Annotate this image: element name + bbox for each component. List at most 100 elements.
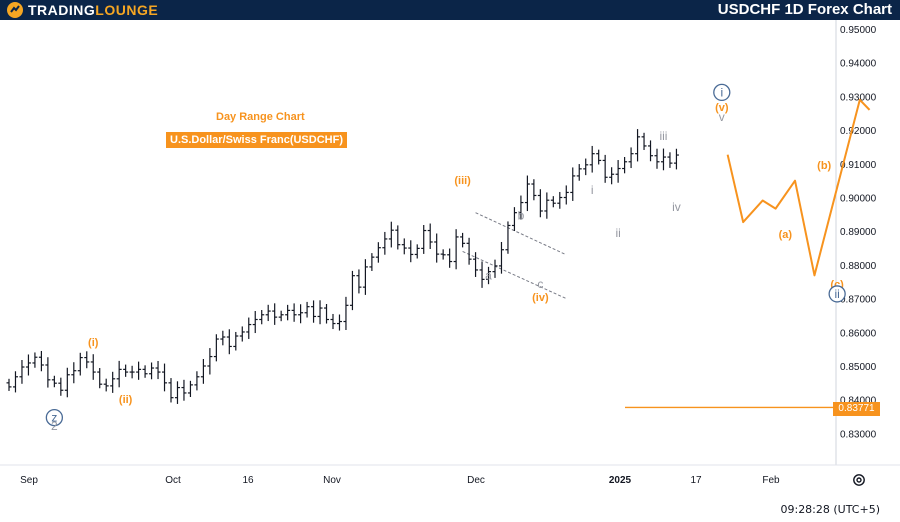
price-bar xyxy=(654,148,660,169)
price-chart[interactable]: 0.95000 0.94000 0.93000 0.92000 0.91000 0.900… xyxy=(0,20,900,522)
price-bar xyxy=(369,253,375,271)
x-tick-label: 17 xyxy=(690,475,702,486)
price-bar xyxy=(596,149,602,165)
price-bar xyxy=(622,156,628,174)
y-tick-label: 0.93000 xyxy=(840,92,877,103)
price-bar xyxy=(531,179,537,201)
wave-label-circle xyxy=(828,285,846,303)
price-bar xyxy=(518,195,524,220)
price-bar xyxy=(220,330,226,346)
price-bar xyxy=(272,303,278,325)
price-bar xyxy=(460,232,466,248)
price-bar xyxy=(628,147,634,169)
price-bar xyxy=(524,175,530,212)
price-bar xyxy=(77,352,83,376)
price-bar xyxy=(6,378,12,391)
y-tick-label: 0.84000 xyxy=(840,396,877,407)
price-bar xyxy=(233,331,239,351)
price-bar xyxy=(609,167,615,185)
tradinglounge-logo-icon xyxy=(7,2,23,18)
wave-label: a xyxy=(485,268,492,282)
price-bar xyxy=(447,248,453,268)
price-bar xyxy=(479,261,485,288)
price-bar xyxy=(388,221,394,248)
y-tick-label: 0.87000 xyxy=(840,295,877,306)
wave-label: ii xyxy=(834,287,839,301)
price-bar xyxy=(557,191,563,209)
wave-label: (iii) xyxy=(454,175,471,187)
wave-label: (iv) xyxy=(532,292,549,304)
x-tick-label: Nov xyxy=(323,475,341,486)
price-bar xyxy=(343,296,349,331)
price-bar xyxy=(64,367,70,398)
price-bar xyxy=(401,238,407,255)
price-bar xyxy=(278,310,284,322)
price-bar xyxy=(466,237,472,265)
wave-label: ii xyxy=(615,226,620,240)
x-tick-label: Oct xyxy=(165,475,181,486)
wave-label: v xyxy=(719,110,725,124)
projection-path xyxy=(726,98,871,277)
price-bar xyxy=(207,348,213,375)
x-tick-label: 2025 xyxy=(609,475,632,486)
gear-icon[interactable] xyxy=(852,473,866,487)
price-bar xyxy=(71,362,77,384)
price-bar xyxy=(174,381,180,404)
header-bar: TRADINGLOUNGE USDCHF 1D Forex Chart xyxy=(0,0,900,20)
price-bar xyxy=(408,240,414,263)
price-bar xyxy=(563,185,569,205)
price-bar xyxy=(213,334,219,362)
brand-logo[interactable]: TRADINGLOUNGE xyxy=(6,1,158,19)
price-bar xyxy=(375,242,381,263)
price-bar xyxy=(51,375,57,388)
wave-label: i xyxy=(591,183,594,197)
x-tick-label: 16 xyxy=(242,475,254,486)
wave-label: i xyxy=(720,85,723,99)
price-bar xyxy=(602,154,608,183)
price-bar xyxy=(187,380,193,398)
price-bar xyxy=(440,249,446,260)
price-bar xyxy=(648,140,654,162)
price-bar xyxy=(129,365,135,379)
y-tick-label: 0.95000 xyxy=(840,25,877,36)
price-bar xyxy=(589,145,595,173)
chart-subtitle: Day Range Chart xyxy=(216,111,305,123)
price-bar xyxy=(486,266,492,285)
price-bar xyxy=(505,221,511,254)
price-bar xyxy=(246,317,252,339)
price-bar xyxy=(356,269,362,294)
price-bar xyxy=(12,371,18,393)
price-bar xyxy=(414,244,420,259)
wave-label: (b) xyxy=(817,160,831,172)
price-bar xyxy=(25,354,31,376)
price-bar xyxy=(583,158,589,176)
price-bar xyxy=(336,314,342,331)
price-bar xyxy=(90,354,96,380)
wave-label: c xyxy=(537,277,543,291)
price-bar xyxy=(168,378,174,403)
price-bar xyxy=(667,152,673,168)
price-bar xyxy=(382,231,388,255)
price-bar xyxy=(103,378,109,392)
price-bar xyxy=(298,304,304,324)
price-bar xyxy=(123,364,129,377)
price-bar xyxy=(421,224,427,254)
wave-label: (v) xyxy=(715,102,729,114)
price-bar xyxy=(349,270,355,311)
price-bar xyxy=(635,129,641,162)
price-bar xyxy=(162,363,168,392)
price-bar xyxy=(265,304,271,322)
pair-name-badge: U.S.Dollar/Swiss Franc(USDCHF) xyxy=(166,132,347,148)
wave-label: (a) xyxy=(779,229,793,241)
price-bar xyxy=(498,241,504,274)
y-tick-label: 0.89000 xyxy=(840,227,877,238)
price-bar xyxy=(285,304,291,321)
price-bar xyxy=(673,148,679,170)
wave-label: 2 xyxy=(51,419,58,433)
wave-label: z xyxy=(51,411,57,425)
price-bar xyxy=(142,365,148,378)
y-tick-label: 0.90000 xyxy=(840,194,877,205)
wave-label: (i) xyxy=(88,337,99,349)
x-tick-label: Dec xyxy=(467,475,485,486)
